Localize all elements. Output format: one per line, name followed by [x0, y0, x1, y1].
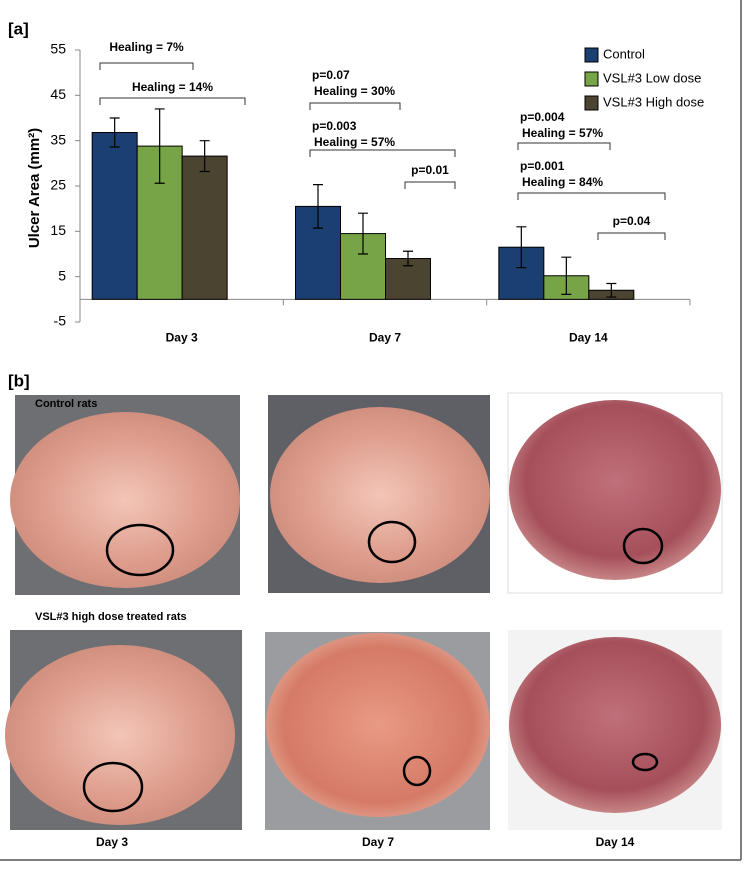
x-tick-label: Day 3: [166, 331, 198, 345]
ulcer-circle: [82, 761, 144, 813]
row-label: VSL#3 high dose treated rats: [35, 611, 187, 623]
y-axis-title: Ulcer Area (mm²): [26, 128, 43, 248]
y-tick-label: -5: [54, 313, 67, 329]
tissue: [5, 645, 235, 825]
photos: Control rats VSL#3 high dose treated rat…: [5, 392, 723, 849]
bracket: [517, 142, 611, 150]
ulcer-circle: [105, 523, 175, 577]
bar: [91, 132, 138, 300]
legend-label: VSL#3 High dose: [603, 94, 704, 109]
row-label: Control rats: [35, 398, 97, 410]
legend-swatch: [584, 71, 599, 87]
ulcer-circle: [402, 755, 432, 787]
annotation: p=0.01: [411, 163, 449, 177]
error-bar: [403, 250, 413, 267]
tissue: [509, 400, 721, 580]
ulcer-circle: [631, 752, 659, 772]
panel-label: [b]: [8, 371, 30, 390]
error-bar: [313, 184, 323, 229]
bracket: [597, 232, 666, 240]
bracket: [309, 102, 401, 110]
x-tick-label: Day 14: [569, 331, 608, 345]
legend-swatch: [584, 47, 599, 63]
annotation: Healing = 14%: [132, 80, 213, 94]
error-bar: [516, 226, 527, 269]
legend-label: VSL#3 Low dose: [603, 70, 701, 85]
y-tick-label: 45: [50, 86, 66, 102]
annotation: Healing = 84%: [522, 175, 603, 189]
bar: [181, 155, 228, 300]
legend-label: Control: [603, 46, 645, 61]
bracket: [517, 192, 666, 200]
error-bar: [109, 117, 120, 148]
error-bar: [561, 256, 572, 295]
column-label: Day 7: [362, 835, 394, 849]
tissue: [10, 412, 240, 588]
y-tick-label: 35: [50, 131, 66, 147]
annotation: Healing = 57%: [314, 135, 395, 149]
error-bar: [154, 108, 165, 184]
annotation: Healing = 57%: [522, 126, 603, 140]
y-tick-label: 25: [50, 177, 66, 193]
bracket: [309, 149, 456, 157]
tissue: [266, 633, 490, 817]
annotation: p=0.07: [312, 68, 350, 82]
error-bar: [358, 212, 368, 255]
annotation: p=0.001: [520, 159, 565, 173]
annotation: Healing = 7%: [109, 40, 184, 54]
ulcer-circle: [367, 520, 417, 564]
bar: [385, 258, 431, 300]
y-tick-label: 5: [58, 267, 66, 283]
tissue: [270, 407, 490, 583]
annotation: p=0.004: [520, 110, 565, 124]
column-label: Day 3: [96, 835, 128, 849]
column-label: Day 14: [596, 835, 635, 849]
error-bar: [199, 140, 210, 173]
panel-label: [a]: [8, 19, 29, 38]
x-tick-label: Day 7: [369, 331, 401, 345]
legend-swatch: [584, 95, 599, 111]
y-tick-label: 15: [50, 222, 66, 238]
tissue: [509, 637, 721, 813]
annotation: p=0.04: [613, 214, 651, 228]
bracket: [99, 97, 246, 105]
bracket: [99, 62, 194, 70]
bracket: [404, 181, 456, 189]
annotation: Healing = 30%: [314, 84, 395, 98]
y-tick-label: 55: [50, 41, 66, 57]
annotation: p=0.003: [312, 119, 357, 133]
ulcer-circle: [622, 527, 664, 565]
error-bar: [606, 282, 617, 298]
